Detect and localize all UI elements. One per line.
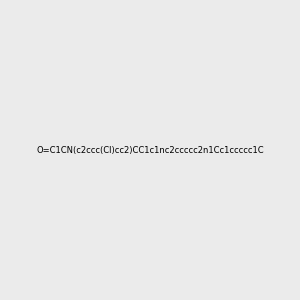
Text: O=C1CN(c2ccc(Cl)cc2)CC1c1nc2ccccc2n1Cc1ccccc1C: O=C1CN(c2ccc(Cl)cc2)CC1c1nc2ccccc2n1Cc1c… — [36, 146, 264, 154]
